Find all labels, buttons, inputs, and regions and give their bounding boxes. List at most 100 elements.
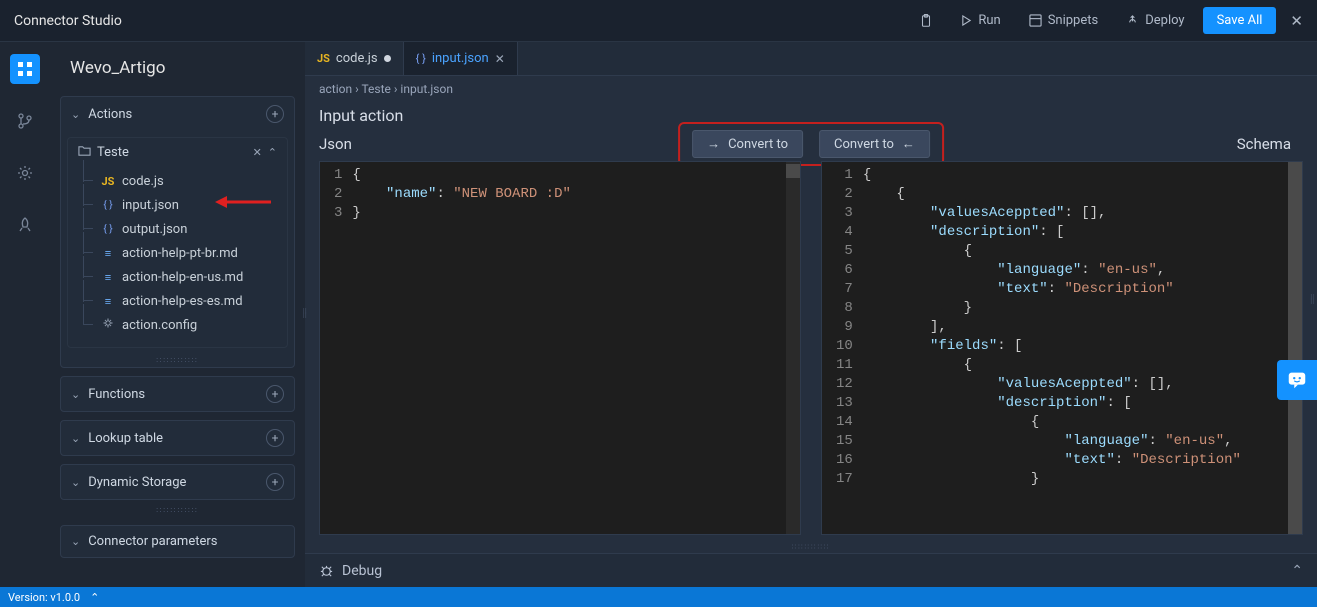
file-tree: JS code.js { } input.json { } output.jso… <box>68 167 287 347</box>
deploy-button[interactable]: Deploy <box>1116 7 1194 34</box>
debug-bar[interactable]: Debug ⌃ <box>305 553 1317 587</box>
file-icon: ≡ <box>100 247 116 260</box>
rocket-icon <box>17 217 33 233</box>
actions-label: Actions <box>88 107 132 122</box>
folder-close-icon[interactable]: ✕ <box>253 146 262 159</box>
file-action-config[interactable]: action.config <box>76 313 287 337</box>
convert-row: Json → Convert to Convert to ← Schema <box>305 135 1317 161</box>
file-icon <box>100 317 116 333</box>
convert-to-json-button[interactable]: Convert to ← <box>819 130 930 158</box>
convert-to-schema-button[interactable]: → Convert to <box>692 130 803 158</box>
code-content[interactable]: { "name": "NEW BOARD :D"} <box>352 162 786 534</box>
chevron-down-icon: ⌄ <box>71 432 80 445</box>
file-action-help-pt-br-md[interactable]: ≡ action-help-pt-br.md <box>76 241 287 265</box>
actions-panel: ⌄ Actions + Teste ✕ ⌃ JS code. <box>60 96 295 368</box>
vertical-splitter[interactable]: ⠿⠿ <box>300 310 309 318</box>
arrow-right-icon: → <box>707 136 720 152</box>
close-tab-icon[interactable]: ✕ <box>495 52 505 66</box>
file-name: code.js <box>122 174 164 189</box>
file-action-help-es-es-md[interactable]: ≡ action-help-es-es.md <box>76 289 287 313</box>
horizontal-splitter[interactable]: ∷∷∷∷∷∷ <box>305 543 1317 553</box>
run-label: Run <box>978 13 1000 28</box>
deploy-label: Deploy <box>1145 13 1184 28</box>
status-chevron-icon[interactable]: ⌃ <box>90 591 99 604</box>
rail-branch[interactable] <box>10 106 40 136</box>
rail-rocket[interactable] <box>10 210 40 240</box>
file-name: input.json <box>122 198 179 213</box>
file-name: action-help-es-es.md <box>122 294 243 309</box>
params-label: Connector parameters <box>88 534 217 549</box>
lookup-label: Lookup table <box>88 431 163 446</box>
params-panel: ⌄ Connector parameters <box>60 525 295 558</box>
debug-label: Debug <box>342 563 382 579</box>
app-title: Connector Studio <box>14 13 122 29</box>
arrow-left-icon: ← <box>902 136 915 152</box>
file-icon: { } <box>100 224 116 235</box>
icon-rail <box>0 42 50 587</box>
snippets-button[interactable]: Snippets <box>1019 7 1109 34</box>
schema-editor[interactable]: 1234567891011121314151617 { { "valuesAce… <box>821 161 1303 535</box>
expand-debug-button[interactable]: ⌃ <box>1291 563 1303 579</box>
chevron-down-icon: ⌄ <box>71 476 80 489</box>
folder-row[interactable]: Teste ✕ ⌃ <box>68 138 287 167</box>
file-icon: ≡ <box>100 271 116 284</box>
help-widget[interactable] <box>1277 360 1317 400</box>
storage-panel: ⌄ Dynamic Storage + <box>60 464 295 500</box>
actions-header[interactable]: ⌄ Actions + <box>61 97 294 131</box>
add-lookup-button[interactable]: + <box>266 429 284 447</box>
tab-code-js[interactable]: JS code.js <box>305 42 404 75</box>
params-header[interactable]: ⌄ Connector parameters <box>61 526 294 557</box>
file-action-help-en-us-md[interactable]: ≡ action-help-en-us.md <box>76 265 287 289</box>
functions-header[interactable]: ⌄ Functions + <box>61 377 294 411</box>
resize-handle[interactable]: ∷∷∷∷∷∷ <box>61 354 294 367</box>
add-action-button[interactable]: + <box>266 105 284 123</box>
save-all-label: Save All <box>1217 13 1263 28</box>
clipboard-button[interactable] <box>909 8 943 34</box>
snippets-label: Snippets <box>1048 13 1099 28</box>
chevron-down-icon: ⌄ <box>71 388 80 401</box>
tab-label: code.js <box>336 51 378 66</box>
status-bar: Version: v1.0.0 ⌃ <box>0 587 1317 607</box>
folder-collapse-icon[interactable]: ⌃ <box>268 146 277 159</box>
resize-handle[interactable]: ∷∷∷∷∷∷ <box>60 504 295 517</box>
tab-bar: JS code.js { } input.json ✕ <box>305 42 1317 76</box>
topbar: Connector Studio Run Snippets Deploy Sav… <box>0 0 1317 42</box>
vertical-splitter[interactable]: ⠿⠿ <box>1308 296 1317 304</box>
json-editor[interactable]: 123 { "name": "NEW BOARD :D"} <box>319 161 801 535</box>
branch-icon <box>17 113 33 129</box>
storage-header[interactable]: ⌄ Dynamic Storage + <box>61 465 294 499</box>
tab-label: input.json <box>432 51 489 66</box>
close-button[interactable]: ✕ <box>1290 12 1303 30</box>
breadcrumbs[interactable]: action › Teste › input.json <box>305 76 1317 102</box>
gutter: 123 <box>320 162 352 534</box>
play-icon <box>961 15 972 26</box>
json-label: Json <box>319 135 352 153</box>
schema-label: Schema <box>1237 135 1303 153</box>
lookup-panel: ⌄ Lookup table + <box>60 420 295 456</box>
rail-home[interactable] <box>10 54 40 84</box>
gear-icon <box>17 165 33 181</box>
run-button[interactable]: Run <box>951 7 1010 34</box>
chevron-down-icon: ⌄ <box>71 108 80 121</box>
convert-buttons-highlight: → Convert to Convert to ← <box>678 122 944 166</box>
minimap[interactable] <box>786 162 800 534</box>
convert-right-label: Convert to <box>834 137 894 152</box>
file-input-json[interactable]: { } input.json <box>76 193 287 217</box>
add-storage-button[interactable]: + <box>266 473 284 491</box>
tab-input-json[interactable]: { } input.json ✕ <box>404 42 518 75</box>
code-content[interactable]: { { "valuesAceppted": [], "description":… <box>863 162 1288 534</box>
rail-settings[interactable] <box>10 158 40 188</box>
lookup-header[interactable]: ⌄ Lookup table + <box>61 421 294 455</box>
minimap[interactable] <box>1288 162 1302 534</box>
file-icon: ≡ <box>100 295 116 308</box>
clipboard-icon <box>919 14 933 28</box>
folder-icon <box>78 144 91 161</box>
storage-label: Dynamic Storage <box>88 475 186 490</box>
file-output-json[interactable]: { } output.json <box>76 217 287 241</box>
chevron-down-icon: ⌄ <box>71 535 80 548</box>
grid-icon <box>17 61 33 77</box>
save-all-button[interactable]: Save All <box>1203 7 1277 34</box>
add-function-button[interactable]: + <box>266 385 284 403</box>
functions-label: Functions <box>88 387 145 402</box>
file-code-js[interactable]: JS code.js <box>76 169 287 193</box>
